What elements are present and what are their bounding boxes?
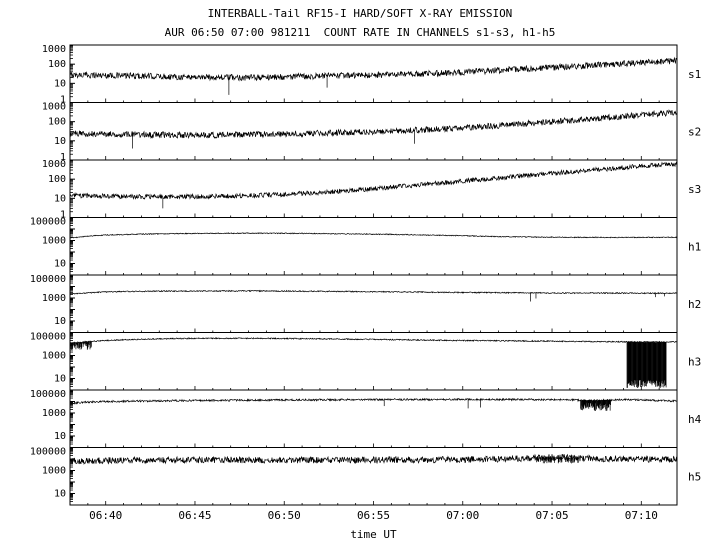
xtick-label: 07:05 (535, 509, 568, 522)
ytick-label: 1000 (42, 293, 66, 304)
channel-label-h1: h1 (688, 240, 701, 253)
ytick-label: 1000 (42, 466, 66, 477)
ytick-label: 10 (54, 193, 66, 204)
ytick-label: 1 (60, 95, 66, 106)
panel-h1: 100000 1000 10 h1 (30, 217, 701, 276)
ytick-label: 100 (48, 174, 66, 185)
ytick-label: 1 (60, 152, 66, 163)
ytick-label: 1000 (42, 236, 66, 247)
ytick-label: 100 (48, 117, 66, 128)
ytick-label: 10 (54, 78, 66, 89)
ytick-label: 10 (54, 316, 66, 327)
ytick-label: 1000 (42, 102, 66, 113)
trace-h4 (69, 397, 678, 405)
ytick-label: 10 (54, 431, 66, 442)
ytick-label: 1000 (42, 44, 66, 55)
panel-h3: 100000 1000 10 h3 (30, 332, 701, 391)
channel-label-s1: s1 (688, 68, 701, 81)
chart-title: INTERBALL-Tail RF15-I HARD/SOFT X-RAY EM… (207, 7, 513, 20)
channel-label-h2: h2 (688, 298, 701, 311)
xtick-label: 06:55 (357, 509, 390, 522)
panel-h2: 100000 1000 10 h2 (30, 274, 701, 333)
ytick-label: 100000 (30, 389, 66, 400)
channel-label-s3: s3 (688, 183, 701, 196)
ytick-label: 10 (54, 374, 66, 385)
trace-h3 (69, 337, 678, 344)
ytick-label: 1000 (42, 159, 66, 170)
panel-s3: 1000 100 10 1 s3 (42, 159, 701, 221)
ytick-label: 100000 (30, 332, 66, 343)
ytick-label: 100 (48, 59, 66, 70)
chart-subtitle: AUR 06:50 07:00 981211 COUNT RATE IN CHA… (164, 26, 556, 39)
xtick-label: 07:10 (625, 509, 658, 522)
channel-label-h4: h4 (688, 413, 702, 426)
xtick-label: 06:45 (178, 509, 211, 522)
ytick-label: 100000 (30, 447, 66, 458)
channel-label-s2: s2 (688, 125, 701, 138)
xtick-label: 06:50 (268, 509, 301, 522)
xtick-label: 06:40 (89, 509, 122, 522)
ytick-label: 1000 (42, 408, 66, 419)
ytick-label: 10 (54, 259, 66, 270)
trace-s2 (69, 109, 678, 139)
ytick-label: 100000 (30, 274, 66, 285)
trace-h5 (69, 453, 678, 465)
channel-label-h5: h5 (688, 470, 701, 483)
channel-label-h3: h3 (688, 355, 701, 368)
ytick-label: 1000 (42, 351, 66, 362)
xtick-label: 07:00 (446, 509, 479, 522)
panel-s2: 1000 100 10 1 s2 (42, 102, 701, 164)
ytick-label: 100000 (30, 217, 66, 228)
ytick-label: 10 (54, 489, 66, 500)
trace-s3 (69, 161, 678, 200)
trace-h2 (69, 289, 678, 295)
panel-s1: 1000 100 10 1 s1 (42, 44, 701, 106)
panel-h5: 100000 1000 10 h5 (30, 447, 701, 506)
trace-s1 (69, 56, 678, 82)
trace-h1 (69, 232, 678, 239)
ytick-label: 10 (54, 136, 66, 147)
panel-h4: 100000 1000 10 h4 (30, 389, 702, 448)
x-axis-label: time UT (350, 528, 397, 541)
ytick-label: 1 (60, 210, 66, 221)
